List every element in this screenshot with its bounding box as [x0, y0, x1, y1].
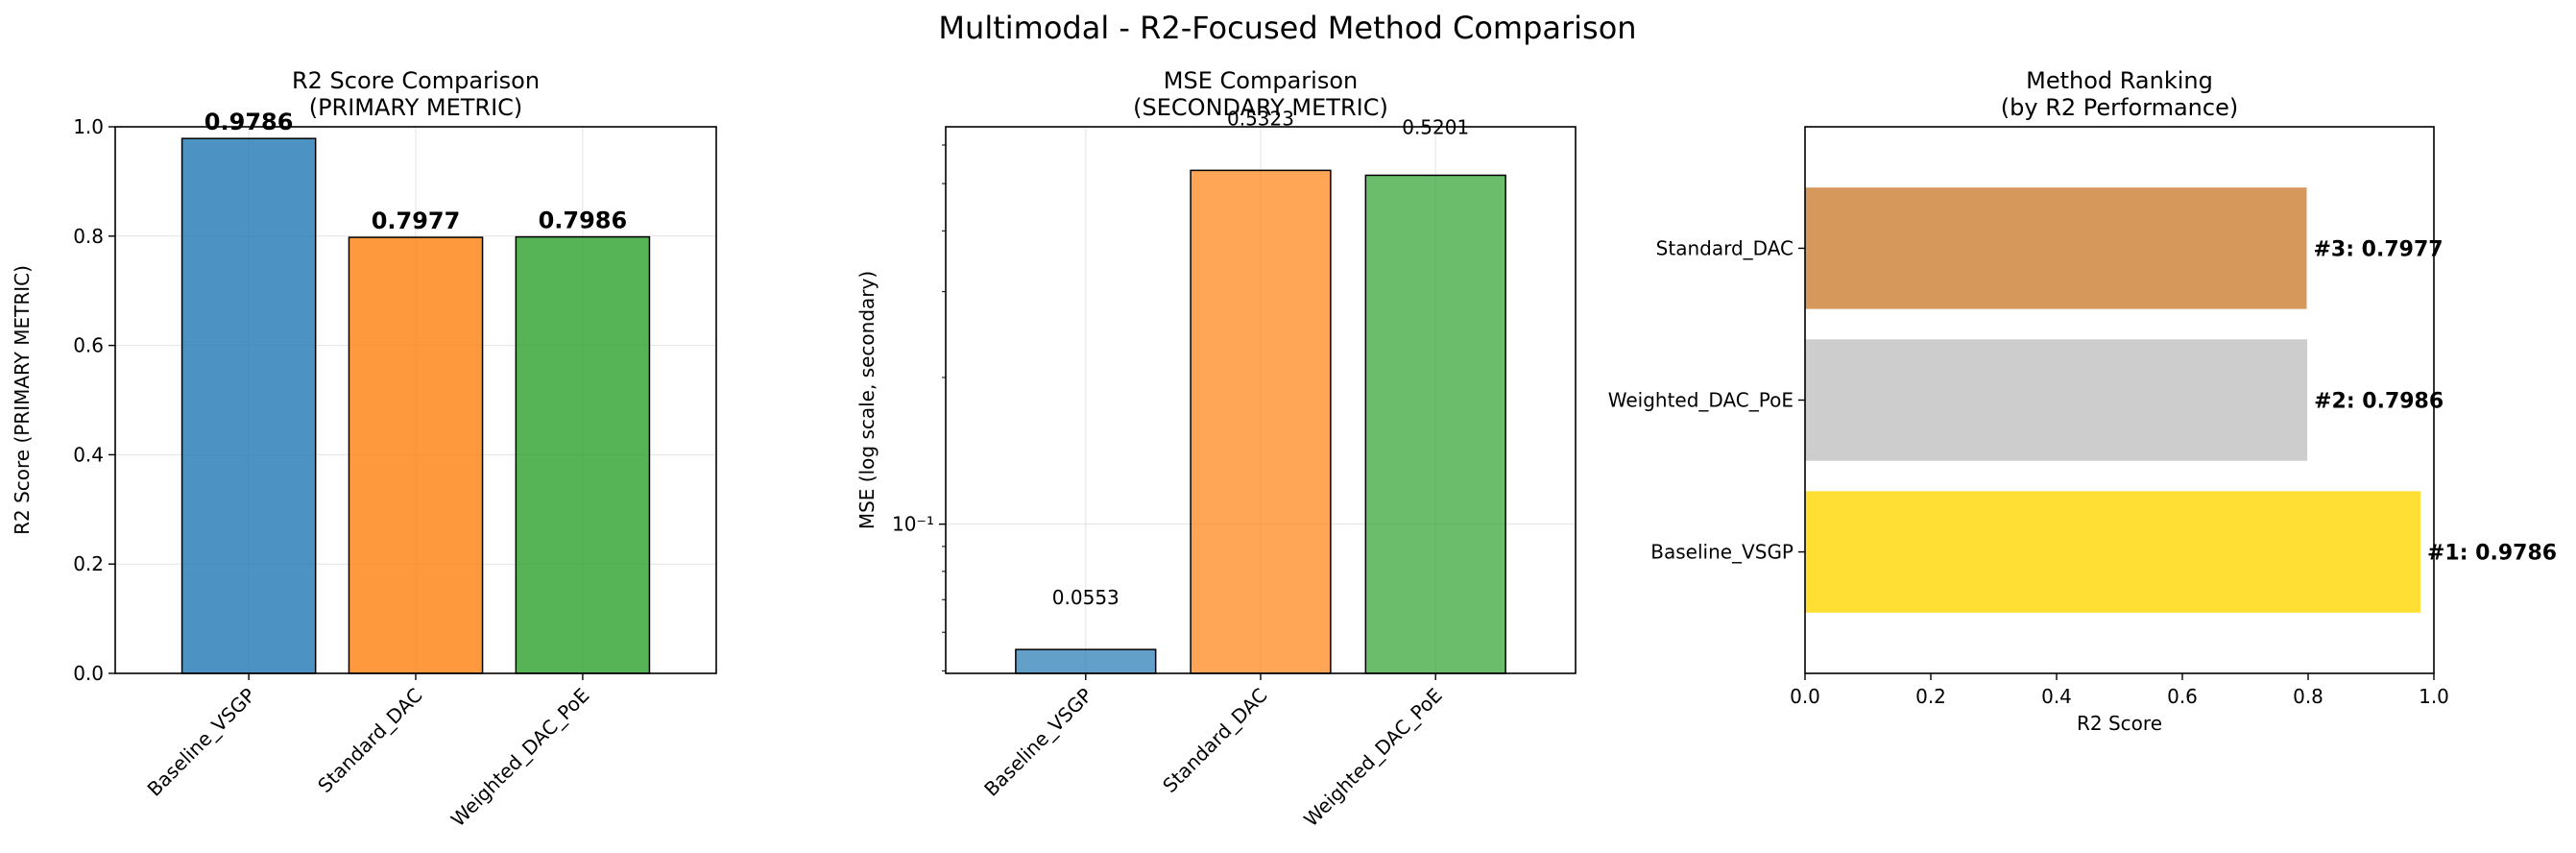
bar	[181, 137, 317, 674]
bar	[1364, 174, 1506, 674]
ranking-panel: #1: 0.9786 Baseline_VSGP #2: 0.7986 Weighte…	[1608, 67, 2557, 735]
panel-title: MSE Comparison (SECONDARY METRIC)	[1133, 67, 1388, 121]
axes-frame	[1804, 126, 2435, 674]
y-tick-label: 1.0	[73, 115, 104, 138]
y-axis-label: R2 Score (PRIMARY METRIC)	[11, 265, 34, 535]
panel-title: R2 Score Comparison (PRIMARY METRIC)	[292, 67, 540, 121]
value-label: 0.7977	[372, 207, 461, 234]
x-tick-label: 0.2	[1915, 685, 1946, 708]
bar	[1805, 491, 2420, 613]
bar	[1190, 169, 1332, 674]
panel-title: Method Ranking (by R2 Performance)	[2001, 67, 2238, 121]
y-tick-label: Weighted_DAC_PoE	[1608, 389, 1794, 412]
x-axis-label: R2 Score	[2077, 712, 2162, 735]
bar	[348, 236, 484, 674]
y-tick-label: 0.0	[73, 662, 104, 685]
axes-frame	[114, 126, 717, 674]
y-tick-label: 10⁻¹	[892, 513, 934, 536]
bar	[1805, 339, 2308, 461]
bar	[1805, 187, 2307, 309]
figure-title: Multimodal - R2-Focused Method Compariso…	[938, 10, 1636, 46]
y-axis-label: MSE (log scale, secondary)	[855, 271, 879, 529]
x-tick-label: 1.0	[2419, 685, 2449, 708]
x-tick-label: 0.4	[2041, 685, 2072, 708]
value-label: #1: 0.9786	[2427, 542, 2557, 566]
y-tick-label: Standard_DAC	[1656, 236, 1794, 259]
x-tick-label: 0.0	[1790, 685, 1820, 708]
value-label: 0.0553	[1052, 586, 1119, 609]
bar	[1015, 648, 1157, 674]
y-tick-label: 0.2	[73, 552, 104, 575]
y-tick-label: 0.6	[73, 334, 104, 357]
value-label: 0.9786	[205, 109, 294, 135]
bar	[515, 235, 651, 674]
value-label: #3: 0.7977	[2313, 237, 2443, 261]
y-tick-label: 0.8	[73, 225, 104, 248]
mse-panel: 10⁻¹0.0553Baseline_VSGP0.5323Standard_DA…	[855, 67, 1577, 831]
x-tick-label: 0.8	[2293, 685, 2323, 708]
value-label: #2: 0.7986	[2314, 390, 2444, 414]
axes-frame	[945, 126, 1577, 674]
x-tick-label: 0.6	[2167, 685, 2198, 708]
y-tick-label: 0.4	[73, 443, 104, 466]
y-tick-label: Baseline_VSGP	[1650, 541, 1794, 564]
value-label: 0.7986	[539, 207, 628, 234]
